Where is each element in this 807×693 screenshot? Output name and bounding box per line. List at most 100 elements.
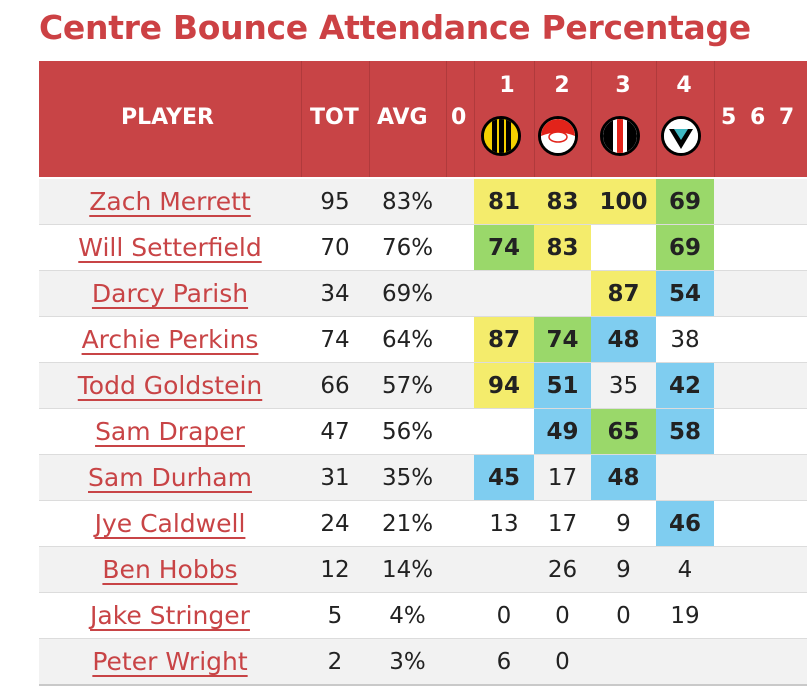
avg-value: 21% bbox=[381, 511, 434, 537]
avg-value: 3% bbox=[389, 649, 426, 675]
round-1-value: 13 bbox=[489, 511, 519, 537]
round-2-value: 26 bbox=[547, 557, 578, 583]
header-divider bbox=[714, 61, 715, 177]
round-2-value: 83 bbox=[534, 179, 591, 225]
round-4-value bbox=[656, 639, 714, 685]
row-divider bbox=[39, 500, 807, 501]
column-header-round-1[interactable]: 1 bbox=[499, 73, 515, 98]
avg-value: 76% bbox=[381, 235, 434, 261]
header-divider bbox=[301, 61, 302, 177]
tot-value: 47 bbox=[320, 419, 350, 445]
table-row: Todd Goldstein 66 57% 94 51 35 42 bbox=[39, 363, 807, 409]
round-4-value: 69 bbox=[656, 225, 714, 271]
player-name-link[interactable]: Peter Wright bbox=[92, 647, 248, 676]
avg-value: 35% bbox=[381, 465, 434, 491]
tot-value: 12 bbox=[320, 557, 350, 583]
avg-value: 14% bbox=[381, 557, 434, 583]
tot-value: 31 bbox=[320, 465, 350, 491]
row-divider bbox=[39, 546, 807, 547]
player-name-link[interactable]: Archie Perkins bbox=[81, 325, 259, 354]
round-2-value: 83 bbox=[534, 225, 591, 271]
header-divider bbox=[534, 61, 535, 177]
player-name-link[interactable]: Todd Goldstein bbox=[77, 371, 263, 400]
player-name-link[interactable]: Jye Caldwell bbox=[94, 509, 246, 538]
column-header-rounds-5-8[interactable]: 5 6 7 8 bbox=[721, 105, 807, 130]
round-2-value bbox=[534, 271, 591, 317]
table-row: Will Setterfield 70 76% 74 83 69 bbox=[39, 225, 807, 271]
round-4-value: 42 bbox=[656, 363, 714, 409]
round-1-value bbox=[474, 547, 534, 593]
table-row: Zach Merrett 95 83% 81 83 100 69 bbox=[39, 179, 807, 225]
row-divider bbox=[39, 362, 807, 363]
avg-value: 83% bbox=[381, 189, 434, 215]
column-header-round-2[interactable]: 2 bbox=[554, 73, 570, 98]
player-name-link[interactable]: Will Setterfield bbox=[78, 233, 262, 262]
header-divider bbox=[656, 61, 657, 177]
tot-value: 66 bbox=[320, 373, 350, 399]
round-3-value: 9 bbox=[616, 557, 631, 583]
round-4-value: 46 bbox=[656, 501, 714, 547]
table-row: Darcy Parish 34 69% 87 54 bbox=[39, 271, 807, 317]
player-name-link[interactable]: Ben Hobbs bbox=[102, 555, 238, 584]
tot-value: 95 bbox=[320, 189, 350, 215]
row-divider bbox=[39, 270, 807, 271]
round-2-value: 17 bbox=[547, 511, 578, 537]
round-3-value bbox=[591, 225, 656, 271]
round-1-value: 81 bbox=[474, 179, 534, 225]
column-header-round-4[interactable]: 4 bbox=[676, 73, 692, 98]
table-bottom-border bbox=[39, 684, 807, 686]
column-header-round-0[interactable]: 0 bbox=[451, 105, 467, 130]
avg-value: 57% bbox=[381, 373, 434, 399]
round-3-value: 48 bbox=[591, 455, 656, 501]
row-divider bbox=[39, 454, 807, 455]
player-name-link[interactable]: Darcy Parish bbox=[91, 279, 249, 308]
tot-value: 34 bbox=[320, 281, 350, 307]
round-3-value: 100 bbox=[591, 179, 656, 225]
header-divider bbox=[474, 61, 475, 177]
richmond-tigers-logo bbox=[481, 116, 521, 156]
player-name-link[interactable]: Zach Merrett bbox=[89, 187, 251, 216]
player-name-link[interactable]: Sam Draper bbox=[95, 417, 245, 446]
table-row: Sam Durham 31 35% 45 17 48 bbox=[39, 455, 807, 501]
column-header-player[interactable]: PLAYER bbox=[121, 105, 214, 130]
round-3-value bbox=[591, 639, 656, 685]
round-2-value: 17 bbox=[547, 465, 578, 491]
round-2-value: 74 bbox=[534, 317, 591, 363]
round-2-value: 0 bbox=[555, 603, 570, 629]
round-1-value: 87 bbox=[474, 317, 534, 363]
round-4-value: 58 bbox=[656, 409, 714, 455]
row-divider bbox=[39, 638, 807, 639]
round-3-value: 48 bbox=[591, 317, 656, 363]
player-name-link[interactable]: Jake Stringer bbox=[90, 601, 250, 630]
header-divider bbox=[446, 61, 447, 177]
table-row: Sam Draper 47 56% 49 65 58 bbox=[39, 409, 807, 455]
round-1-value: 74 bbox=[474, 225, 534, 271]
table-row: Jye Caldwell 24 21% 13 17 9 46 bbox=[39, 501, 807, 547]
column-header-avg[interactable]: AVG bbox=[377, 105, 428, 130]
header-divider bbox=[369, 61, 370, 177]
round-1-value bbox=[474, 409, 534, 455]
round-4-value: 4 bbox=[677, 557, 693, 583]
round-1-value: 0 bbox=[496, 603, 512, 629]
row-divider bbox=[39, 224, 807, 225]
round-3-value: 87 bbox=[591, 271, 656, 317]
round-4-value: 19 bbox=[670, 603, 700, 629]
table-row: Archie Perkins 74 64% 87 74 48 38 bbox=[39, 317, 807, 363]
tot-value: 5 bbox=[327, 603, 343, 629]
column-header-round-3[interactable]: 3 bbox=[615, 73, 631, 98]
player-name-link[interactable]: Sam Durham bbox=[88, 463, 252, 492]
tot-value: 74 bbox=[320, 327, 350, 353]
round-2-value: 49 bbox=[534, 409, 591, 455]
round-4-value: 54 bbox=[656, 271, 714, 317]
header-divider bbox=[591, 61, 592, 177]
round-2-value: 0 bbox=[555, 649, 570, 675]
table-row: Ben Hobbs 12 14% 26 9 4 bbox=[39, 547, 807, 593]
round-3-value: 35 bbox=[608, 373, 639, 399]
row-divider bbox=[39, 316, 807, 317]
row-divider bbox=[39, 408, 807, 409]
avg-value: 64% bbox=[381, 327, 434, 353]
collingwood-magpies-logo bbox=[600, 116, 640, 156]
column-header-tot[interactable]: TOT bbox=[310, 105, 359, 130]
round-4-value: 69 bbox=[656, 179, 714, 225]
round-4-value: 38 bbox=[670, 327, 700, 353]
